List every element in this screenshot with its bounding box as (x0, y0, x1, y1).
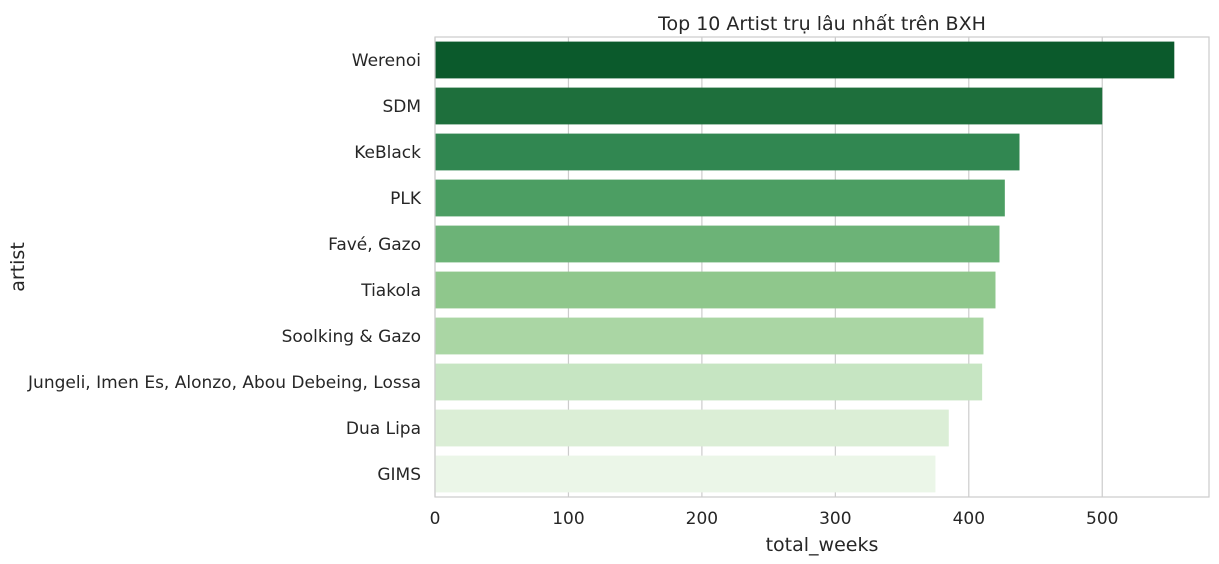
bar (435, 225, 1000, 263)
x-tick-label: 100 (552, 509, 584, 529)
bar (435, 41, 1175, 79)
bar (435, 409, 949, 447)
x-tick-label: 300 (819, 509, 851, 529)
y-tick-label: Tiakola (360, 281, 421, 301)
y-tick-label: Jungeli, Imen Es, Alonzo, Abou Debeing, … (27, 373, 421, 393)
bar (435, 455, 936, 493)
x-tick-label: 400 (953, 509, 985, 529)
bar (435, 133, 1020, 171)
bars (435, 41, 1175, 493)
bar (435, 179, 1005, 217)
y-axis-title: artist (7, 242, 29, 292)
y-tick-label: Werenoi (352, 51, 421, 71)
bar (435, 317, 984, 355)
bar (435, 363, 983, 401)
bar (435, 87, 1103, 125)
bar (435, 271, 996, 309)
x-axis-title: total_weeks (766, 534, 879, 556)
x-tick-label: 500 (1086, 509, 1118, 529)
y-tick-label: GIMS (377, 465, 421, 485)
y-tick-label: Dua Lipa (346, 419, 421, 439)
y-tick-label: Favé, Gazo (328, 235, 421, 255)
y-tick-label: KeBlack (354, 143, 421, 163)
x-tick-labels: 0 100 200 300 400 500 (430, 509, 1119, 529)
x-tick-label: 200 (686, 509, 718, 529)
y-tick-label: Soolking & Gazo (282, 327, 421, 347)
chart-title: Top 10 Artist trụ lâu nhất trên BXH (657, 13, 986, 35)
y-tick-label: SDM (382, 97, 421, 117)
y-tick-label: PLK (390, 189, 422, 209)
x-tick-label: 0 (430, 509, 441, 529)
plot-frame (434, 36, 1210, 498)
y-tick-labels: Werenoi SDM KeBlack PLK Favé, Gazo Tiakola Soo… (27, 51, 422, 485)
